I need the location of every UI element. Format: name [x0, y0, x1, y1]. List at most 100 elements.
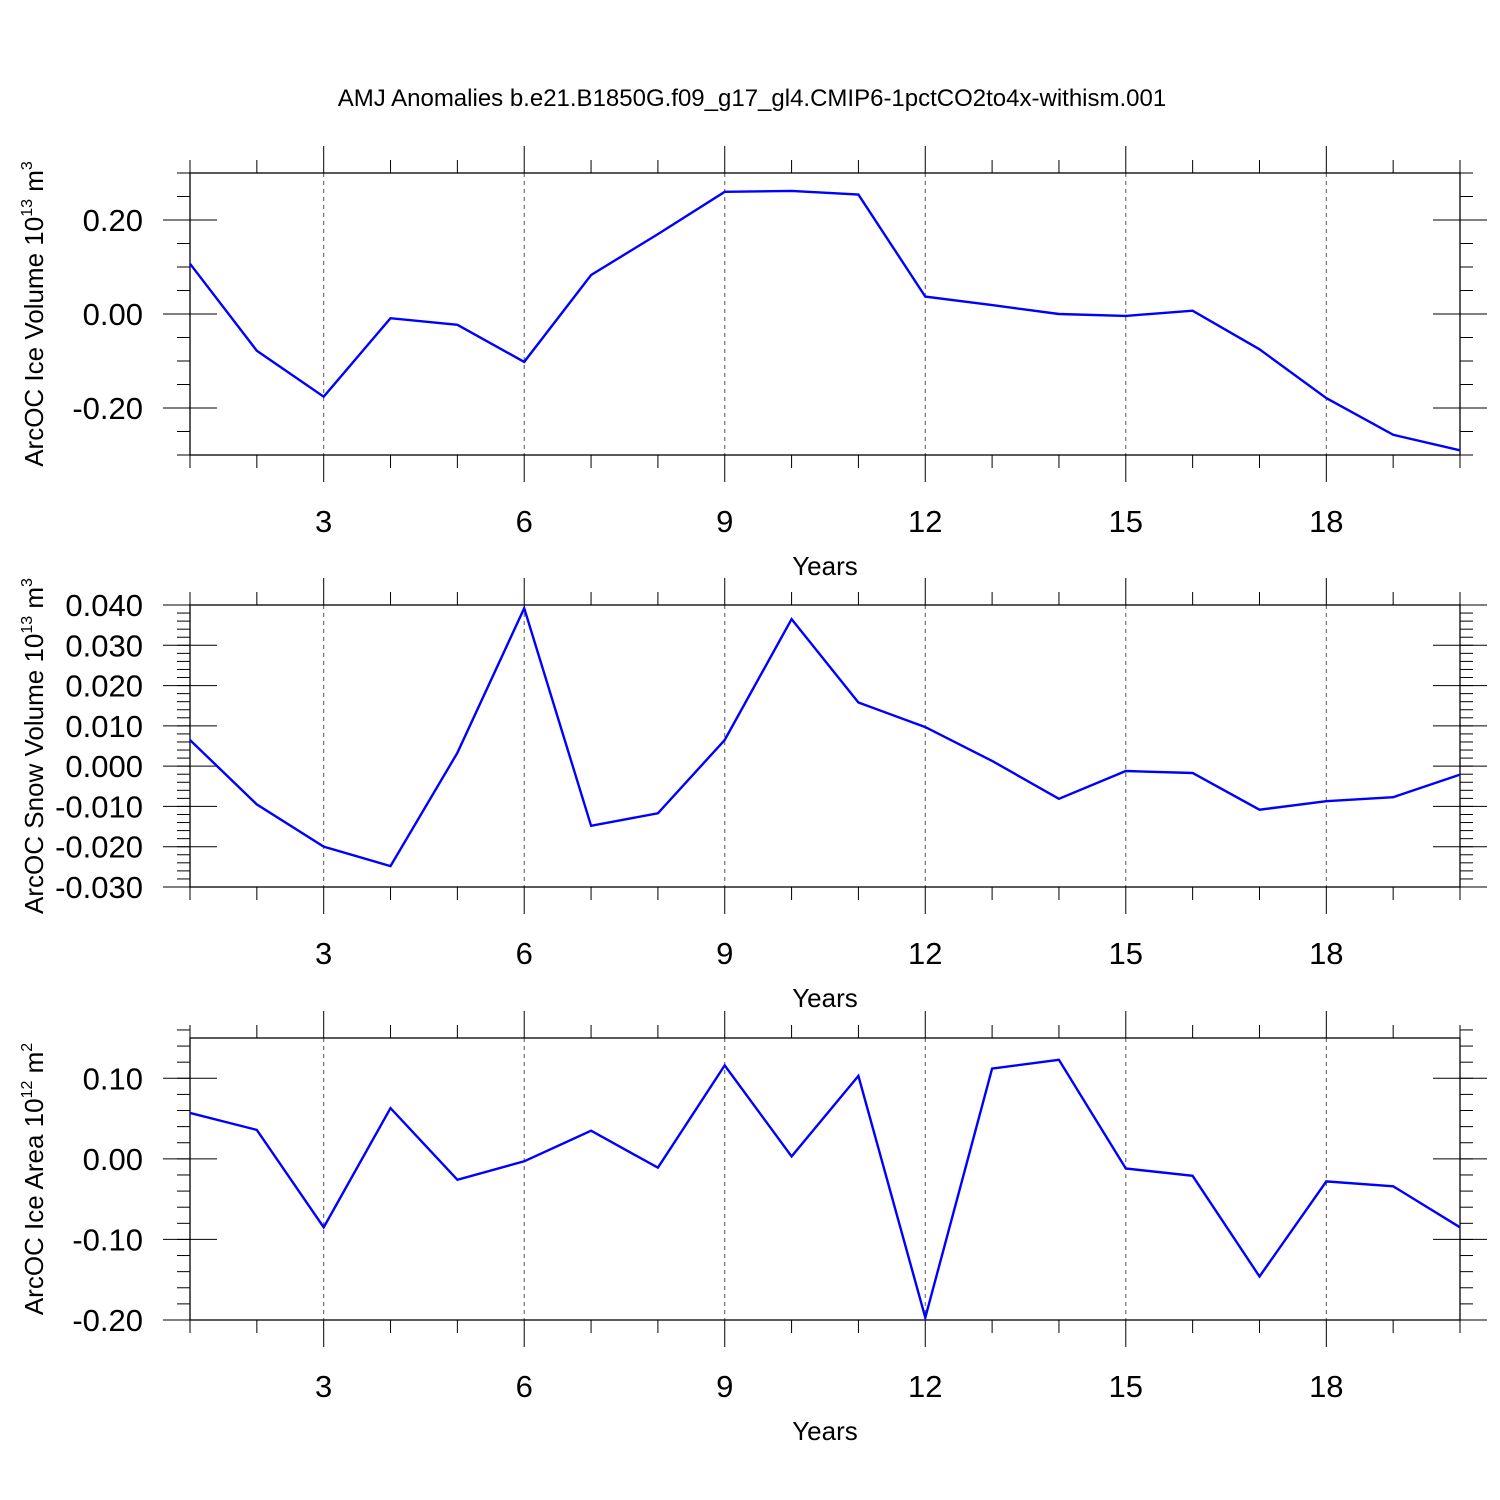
y-tick-label: 0.20: [83, 203, 143, 238]
x-tick-label: 6: [516, 936, 533, 971]
x-tick-label: 15: [1109, 504, 1143, 539]
data-point: [390, 317, 392, 319]
y-axis-label: ArcOC Ice Area 1012 m2: [19, 1043, 49, 1315]
y-tick-label: 0.00: [83, 1142, 143, 1177]
y-tick-label: 0.020: [65, 669, 143, 704]
x-axis-label: Years: [792, 1416, 858, 1446]
data-point: [857, 701, 859, 703]
data-point: [724, 1064, 726, 1066]
plot-frame: [189, 172, 1461, 456]
data-point: [1125, 1168, 1127, 1170]
data-point: [390, 865, 392, 867]
x-tick-label: 18: [1309, 936, 1343, 971]
panel-3: 3 6 9 12 15 18 -0.20 -0.10 0.00 0.10 Years ArcOC Ic…: [19, 1011, 1487, 1446]
x-tick-label: 12: [908, 936, 942, 971]
y-tick-label: -0.20: [72, 391, 143, 426]
data-point: [456, 1179, 458, 1181]
data-point: [657, 1167, 659, 1169]
data-point: [857, 1075, 859, 1077]
x-tick-label: 3: [315, 936, 332, 971]
data-point: [791, 1155, 793, 1157]
y-tick-label: -0.20: [72, 1303, 143, 1338]
data-point: [1392, 796, 1394, 798]
data-line: [189, 1058, 1461, 1323]
data-line: [189, 189, 1461, 452]
panel-1: 3 6 9 12 15 18 -0.20 0.00 0.20 Years ArcOC Ice Vol…: [19, 146, 1487, 581]
data-point: [189, 1112, 191, 1114]
data-point: [1125, 770, 1127, 772]
x-axis-label: Years: [792, 983, 858, 1013]
data-point: [523, 361, 525, 363]
data-point: [1258, 809, 1260, 811]
data-point: [1392, 1185, 1394, 1187]
data-point: [1459, 449, 1461, 451]
data-point: [1125, 315, 1127, 317]
data-point: [791, 190, 793, 192]
y-tick-label: -0.020: [55, 830, 143, 865]
data-point: [724, 191, 726, 193]
data-point: [189, 263, 191, 265]
data-point: [456, 752, 458, 754]
data-point: [1325, 800, 1327, 802]
data-point: [590, 1130, 592, 1132]
data-point: [523, 1160, 525, 1162]
data-point: [1058, 313, 1060, 315]
y-tick-label: 0.010: [65, 709, 143, 744]
y-tick-label: 0.10: [83, 1061, 143, 1096]
data-point: [256, 350, 258, 352]
x-tick-label: 3: [315, 504, 332, 539]
data-point: [1459, 1226, 1461, 1228]
data-point: [991, 760, 993, 762]
y-tick-label: 0.030: [65, 628, 143, 663]
y-tick-label: -0.010: [55, 789, 143, 824]
data-point: [1258, 348, 1260, 350]
data-point: [390, 1107, 392, 1109]
data-point: [1325, 1180, 1327, 1182]
data-point: [256, 803, 258, 805]
figure-title: AMJ Anomalies b.e21.B1850G.f09_g17_gl4.C…: [338, 85, 1166, 112]
data-point: [991, 304, 993, 306]
data-point: [323, 396, 325, 398]
data-point: [1325, 397, 1327, 399]
data-point: [1058, 1059, 1060, 1061]
data-point: [657, 812, 659, 814]
plot-frame: [189, 1037, 1461, 1321]
panel-2: 3 6 9 12 15 18 -0.030 -0.020 -0.010 0.000 0.010 0.0…: [19, 578, 1487, 1013]
data-line: [189, 604, 1461, 868]
data-point: [924, 296, 926, 298]
x-tick-label: 9: [716, 1369, 733, 1404]
data-point: [1192, 310, 1194, 312]
x-tick-label: 3: [315, 1369, 332, 1404]
data-point: [1192, 772, 1194, 774]
data-point: [857, 194, 859, 196]
data-point: [456, 324, 458, 326]
x-tick-label: 6: [516, 504, 533, 539]
data-point: [791, 618, 793, 620]
data-point: [189, 739, 191, 741]
x-tick-label: 18: [1309, 504, 1343, 539]
x-tick-label: 12: [908, 504, 942, 539]
data-point: [657, 233, 659, 235]
x-tick-label: 18: [1309, 1369, 1343, 1404]
y-axis-label: ArcOC Snow Volume 1013 m3: [19, 578, 49, 914]
data-point: [1459, 774, 1461, 776]
data-point: [1058, 798, 1060, 800]
data-point: [724, 739, 726, 741]
y-axis-label: ArcOC Ice Volume 1013 m3: [19, 161, 49, 467]
data-point: [1192, 1175, 1194, 1177]
x-axis-label: Years: [792, 551, 858, 581]
x-tick-label: 9: [716, 936, 733, 971]
x-tick-label: 6: [516, 1369, 533, 1404]
data-point: [1258, 1275, 1260, 1277]
data-point: [323, 846, 325, 848]
data-point: [323, 1226, 325, 1228]
x-tick-label: 12: [908, 1369, 942, 1404]
data-point: [1392, 434, 1394, 436]
y-tick-label: 0.00: [83, 297, 143, 332]
x-tick-label: 15: [1109, 936, 1143, 971]
y-tick-label: -0.10: [72, 1222, 143, 1257]
y-tick-label: 0.000: [65, 749, 143, 784]
data-point: [924, 726, 926, 728]
y-tick-label: 0.040: [65, 588, 143, 623]
